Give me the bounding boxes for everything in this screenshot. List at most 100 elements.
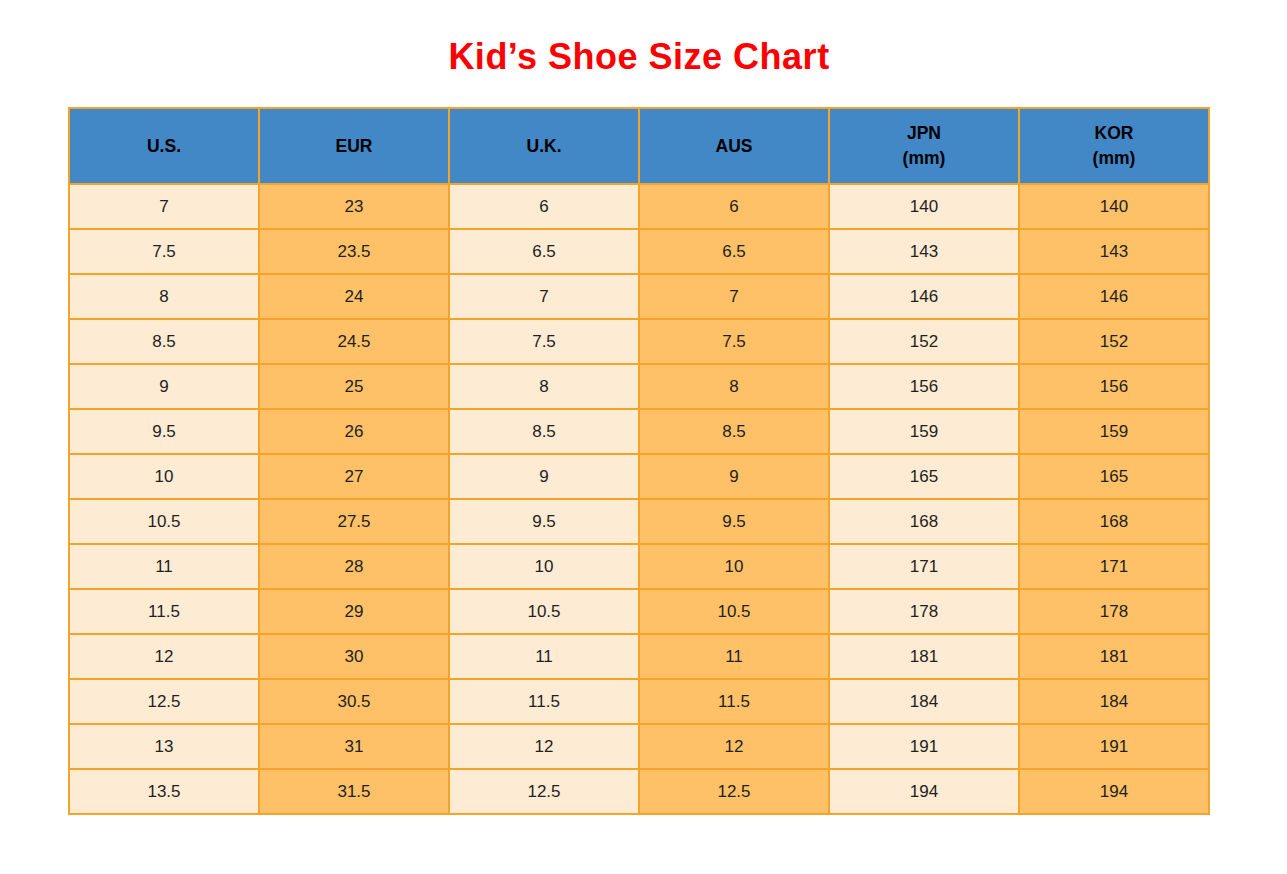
table-cell: 168 [1019, 499, 1209, 544]
table-cell: 7.5 [69, 229, 259, 274]
table-row: 82477146146 [69, 274, 1209, 319]
table-cell: 6.5 [449, 229, 639, 274]
table-row: 8.524.57.57.5152152 [69, 319, 1209, 364]
table-cell: 13.5 [69, 769, 259, 814]
column-header-aus: AUS [639, 108, 829, 184]
table-cell: 7 [639, 274, 829, 319]
table-cell: 12 [639, 724, 829, 769]
table-cell: 9.5 [449, 499, 639, 544]
table-cell: 12 [69, 634, 259, 679]
table-cell: 7 [69, 184, 259, 229]
table-cell: 165 [829, 454, 1019, 499]
table-cell: 8.5 [69, 319, 259, 364]
table-cell: 178 [1019, 589, 1209, 634]
table-cell: 9 [69, 364, 259, 409]
table-cell: 184 [829, 679, 1019, 724]
table-cell: 12.5 [69, 679, 259, 724]
table-cell: 152 [829, 319, 1019, 364]
table-cell: 10 [449, 544, 639, 589]
table-cell: 159 [1019, 409, 1209, 454]
column-header-unit: (mm) [830, 146, 1018, 171]
table-cell: 8 [449, 364, 639, 409]
table-cell: 11 [639, 634, 829, 679]
table-cell: 11.5 [639, 679, 829, 724]
table-cell: 156 [1019, 364, 1209, 409]
table-cell: 8.5 [639, 409, 829, 454]
column-header-label: JPN [830, 121, 1018, 146]
table-cell: 11.5 [69, 589, 259, 634]
table-cell: 29 [259, 589, 449, 634]
table-row: 12301111181181 [69, 634, 1209, 679]
table-cell: 12.5 [639, 769, 829, 814]
shoe-size-table: U.S.EURU.K.AUSJPN(mm)KOR(mm) 72366140140… [68, 107, 1210, 815]
table-cell: 178 [829, 589, 1019, 634]
table-cell: 159 [829, 409, 1019, 454]
table-row: 13.531.512.512.5194194 [69, 769, 1209, 814]
table-cell: 168 [829, 499, 1019, 544]
table-cell: 181 [1019, 634, 1209, 679]
table-cell: 10.5 [639, 589, 829, 634]
table-cell: 27.5 [259, 499, 449, 544]
table-cell: 23.5 [259, 229, 449, 274]
column-header-label: AUS [640, 134, 828, 159]
table-cell: 12 [449, 724, 639, 769]
table-cell: 26 [259, 409, 449, 454]
table-cell: 30.5 [259, 679, 449, 724]
table-cell: 7 [449, 274, 639, 319]
table-cell: 143 [829, 229, 1019, 274]
table-cell: 8 [69, 274, 259, 319]
table-cell: 31.5 [259, 769, 449, 814]
table-cell: 28 [259, 544, 449, 589]
table-cell: 23 [259, 184, 449, 229]
table-cell: 171 [829, 544, 1019, 589]
table-cell: 27 [259, 454, 449, 499]
table-cell: 191 [1019, 724, 1209, 769]
table-cell: 140 [829, 184, 1019, 229]
table-cell: 6 [639, 184, 829, 229]
table-cell: 7.5 [449, 319, 639, 364]
table-cell: 152 [1019, 319, 1209, 364]
table-row: 13311212191191 [69, 724, 1209, 769]
table-cell: 171 [1019, 544, 1209, 589]
table-cell: 181 [829, 634, 1019, 679]
column-header-label: KOR [1020, 121, 1208, 146]
column-header-unit: (mm) [1020, 146, 1208, 171]
page-title: Kid’s Shoe Size Chart [0, 36, 1278, 78]
table-row: 12.530.511.511.5184184 [69, 679, 1209, 724]
table-row: 9.5268.58.5159159 [69, 409, 1209, 454]
table-cell: 10 [69, 454, 259, 499]
column-header-label: U.K. [450, 134, 638, 159]
table-cell: 146 [829, 274, 1019, 319]
table-head: U.S.EURU.K.AUSJPN(mm)KOR(mm) [69, 108, 1209, 184]
column-header-kor: KOR(mm) [1019, 108, 1209, 184]
table-cell: 31 [259, 724, 449, 769]
table-cell: 9.5 [639, 499, 829, 544]
table-cell: 11 [449, 634, 639, 679]
table-cell: 140 [1019, 184, 1209, 229]
table-body: 723661401407.523.56.56.51431438247714614… [69, 184, 1209, 814]
table-cell: 194 [829, 769, 1019, 814]
table-cell: 143 [1019, 229, 1209, 274]
column-header-us: U.S. [69, 108, 259, 184]
table-row: 10.527.59.59.5168168 [69, 499, 1209, 544]
table-cell: 6.5 [639, 229, 829, 274]
table-row: 7.523.56.56.5143143 [69, 229, 1209, 274]
table-row: 11.52910.510.5178178 [69, 589, 1209, 634]
table-cell: 8.5 [449, 409, 639, 454]
table-cell: 10.5 [69, 499, 259, 544]
table-cell: 6 [449, 184, 639, 229]
table-cell: 10.5 [449, 589, 639, 634]
column-header-label: U.S. [70, 134, 258, 159]
table-cell: 9.5 [69, 409, 259, 454]
table-header-row: U.S.EURU.K.AUSJPN(mm)KOR(mm) [69, 108, 1209, 184]
column-header-label: EUR [260, 134, 448, 159]
table-cell: 11 [69, 544, 259, 589]
column-header-jpn: JPN(mm) [829, 108, 1019, 184]
table-cell: 13 [69, 724, 259, 769]
table-cell: 8 [639, 364, 829, 409]
table-cell: 12.5 [449, 769, 639, 814]
table-cell: 156 [829, 364, 1019, 409]
table-cell: 7.5 [639, 319, 829, 364]
table-row: 92588156156 [69, 364, 1209, 409]
table-cell: 146 [1019, 274, 1209, 319]
